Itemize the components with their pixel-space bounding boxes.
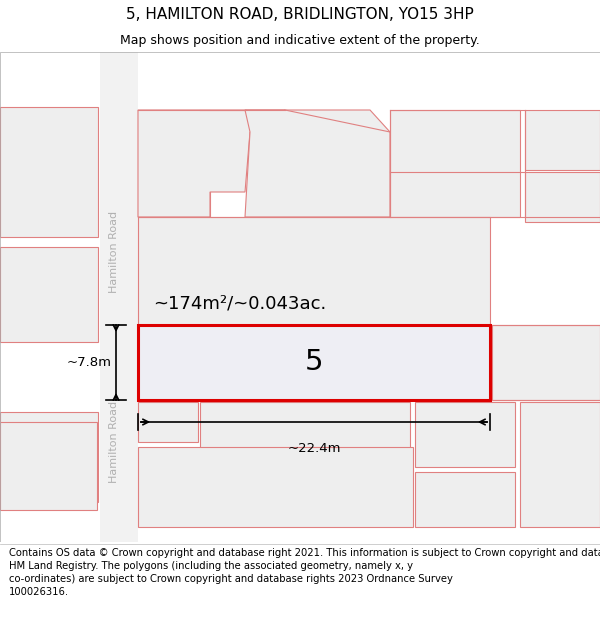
- Bar: [200, 402, 410, 492]
- Bar: [0, 52, 100, 542]
- Text: Map shows position and indicative extent of the property.: Map shows position and indicative extent…: [120, 34, 480, 47]
- Bar: [0, 247, 98, 342]
- Text: ~174m²/~0.043ac.: ~174m²/~0.043ac.: [153, 295, 326, 313]
- Bar: [525, 172, 600, 222]
- Bar: [415, 402, 515, 467]
- Text: ~7.8m: ~7.8m: [67, 356, 112, 369]
- Text: Hamilton Road: Hamilton Road: [109, 401, 119, 483]
- Bar: [100, 52, 138, 542]
- Polygon shape: [138, 110, 210, 217]
- Text: Contains OS data © Crown copyright and database right 2021. This information is : Contains OS data © Crown copyright and d…: [9, 548, 600, 598]
- Bar: [138, 402, 198, 442]
- Bar: [138, 325, 490, 400]
- Bar: [390, 110, 520, 217]
- Polygon shape: [138, 110, 285, 217]
- Text: ~22.4m: ~22.4m: [287, 442, 341, 455]
- Bar: [0, 107, 98, 237]
- Bar: [520, 402, 600, 527]
- Text: 5: 5: [305, 349, 323, 376]
- Text: Hamilton Road: Hamilton Road: [109, 211, 119, 293]
- Bar: [138, 447, 413, 527]
- Bar: [415, 472, 515, 527]
- Bar: [492, 325, 600, 400]
- Bar: [0, 412, 98, 502]
- Bar: [525, 110, 600, 170]
- Polygon shape: [245, 110, 390, 217]
- Bar: [0, 422, 97, 510]
- Bar: [138, 217, 490, 325]
- Text: 5, HAMILTON ROAD, BRIDLINGTON, YO15 3HP: 5, HAMILTON ROAD, BRIDLINGTON, YO15 3HP: [126, 7, 474, 22]
